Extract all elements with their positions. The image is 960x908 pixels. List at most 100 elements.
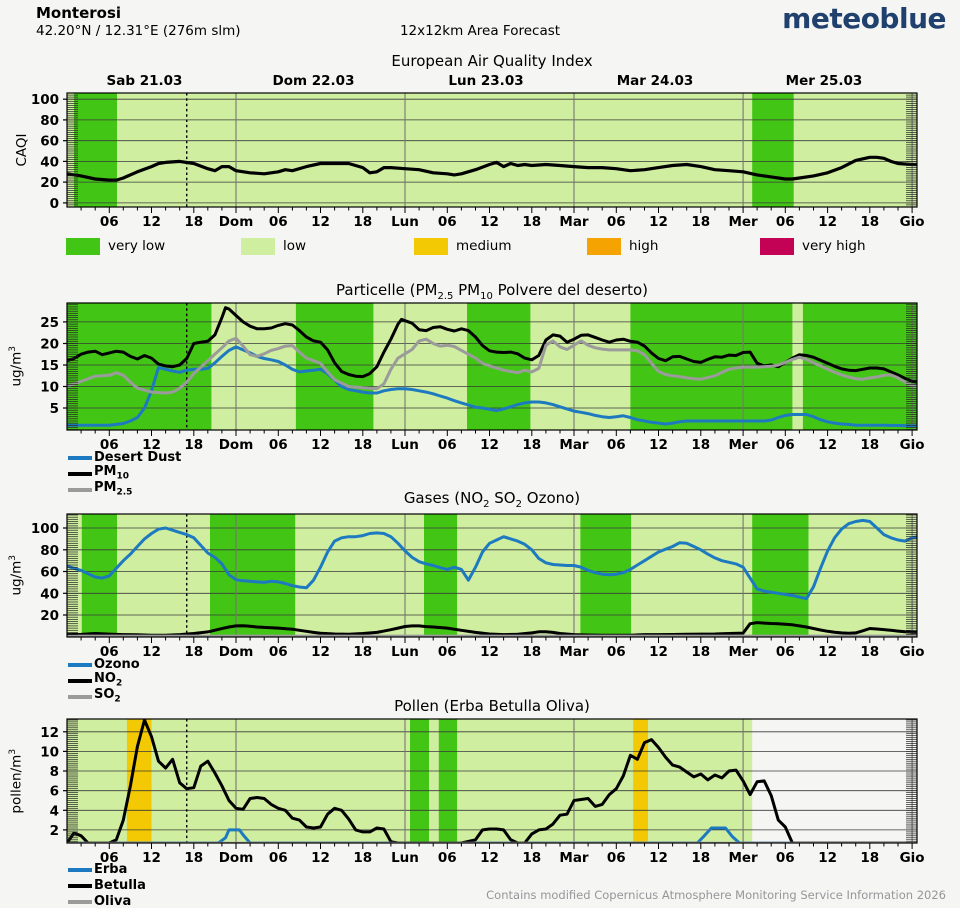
x-tick-label: 06 [438,644,457,660]
low-swatch [241,237,275,255]
day-label: Dom 22.03 [273,73,355,89]
level-band-very_low [210,514,296,637]
caqi-line [67,155,917,182]
y-tick-label: 60 [40,134,59,150]
betulla-line [67,719,917,843]
caqi-legend-label: high [629,238,659,254]
day-label: Lun 23.03 [448,73,523,89]
x-tick-label: 18 [691,644,710,660]
gases-chart-title: Gases (NO2 SO2 Ozono) [403,489,581,510]
x-tick-label: 12 [649,214,668,230]
x-tick-label: 12 [649,644,668,660]
gases-chart: 20 40 60 80 100 06 12 18 Dom 06 12 18 Lun 06 12 18 Mar 06… [31,513,925,660]
day-label: Mer 25.03 [786,73,863,89]
x-tick-label: Mar [559,214,589,230]
x-tick-label: 18 [691,437,710,453]
legend-line-swatch [68,695,92,699]
day-label: Sab 21.03 [107,73,183,89]
x-tick-label: 12 [142,214,161,230]
x-tick-label: 12 [311,437,330,453]
gases-y-axis-label: ug/m3 [7,554,25,596]
y-tick-label: 80 [40,113,59,129]
x-tick-label: 06 [607,437,626,453]
legend-item: NO2 [68,671,140,689]
location-name: Monterosi [36,4,122,22]
legend-label: PM10 [94,463,129,482]
y-tick-label: 40 [40,586,59,602]
y-tick-label: 25 [40,315,59,331]
x-tick-label: 06 [438,437,457,453]
x-tick-label: 06 [607,214,626,230]
legend-line-swatch [68,679,92,683]
y-tick-label: 0 [50,196,59,212]
pollen-legend: Erba Betulla Oliva [68,862,146,908]
x-tick-label: 06 [100,437,119,453]
caqi-legend-item-high: high [587,236,658,256]
x-tick-label: 12 [649,850,668,866]
level-band-very_low [295,303,374,430]
particles-chart-title: Particelle (PM2.5 PM10 Polvere del deser… [336,281,648,302]
y-tick-label: 100 [31,521,59,537]
level-band-low [67,719,753,843]
x-tick-label: 18 [860,437,879,453]
legend-label: Erba [94,862,128,877]
particles-legend: Desert Dust PM10 PM2.5 [68,450,181,498]
particles-y-axis-label: ug/m3 [7,345,25,387]
legend-line-swatch [68,868,92,872]
erba-line [67,826,917,843]
level-band-very_low [67,303,212,430]
legend-item: Oliva [68,894,146,908]
x-tick-label: 06 [100,644,119,660]
x-tick-label: Dom [219,214,254,230]
x-tick-label: Dom [219,850,254,866]
x-tick-label: 12 [649,437,668,453]
x-tick-label: 12 [311,850,330,866]
particles-chart: 5 10 15 20 25 06 12 18 Dom 06 12 18 Lun 06 12 18 Mar 06 12… [40,302,925,453]
level-band-very_low [438,719,458,843]
x-tick-label: 18 [860,214,879,230]
x-tick-label: 06 [269,644,288,660]
x-tick-label: 18 [522,644,541,660]
legend-line-swatch [68,884,92,888]
legend-line-swatch [68,472,92,476]
x-tick-label: 06 [438,214,457,230]
x-tick-label: 12 [142,644,161,660]
x-tick-label: Gio [900,644,925,660]
legend-item: Desert Dust [68,450,181,466]
caqi-legend-item-very-high: very high [760,236,866,256]
x-tick-label: 18 [522,214,541,230]
forecast-type-label: 12x12km Area Forecast [399,23,561,39]
y-tick-label: 8 [50,764,59,780]
x-tick-label: Gio [900,850,925,866]
x-tick-label: Gio [900,437,925,453]
x-tick-label: 18 [353,850,372,866]
y-tick-label: 20 [40,608,59,624]
x-tick-label: Lun [391,850,419,866]
x-tick-label: 12 [142,437,161,453]
day-label: Mar 24.03 [617,73,694,89]
caqi-legend-item-medium: medium [414,236,511,256]
x-tick-label: Mer [728,850,758,866]
x-tick-label: Mar [559,850,589,866]
x-tick-label: Mer [728,644,758,660]
x-tick-label: 12 [311,214,330,230]
x-tick-label: 18 [353,437,372,453]
desert-dust-line [67,345,917,428]
pollen-y-axis-label: pollen/m3 [7,748,25,814]
x-tick-label: 12 [818,644,837,660]
legend-line-swatch [68,456,92,460]
level-band-very_low [410,719,429,843]
legend-item: PM2.5 [68,480,181,498]
x-tick-label: 12 [818,850,837,866]
x-tick-label: 12 [142,850,161,866]
x-tick-label: 18 [860,850,879,866]
no2-line [67,621,917,637]
x-tick-label: 12 [480,437,499,453]
level-band-medium [633,719,648,843]
x-tick-label: 06 [776,437,795,453]
caqi-legend-item-low: low [241,236,306,256]
legend-item: Erba [68,862,146,878]
x-tick-label: 18 [184,644,203,660]
caqi-legend-label: medium [456,238,512,254]
very-high-swatch [760,237,794,255]
